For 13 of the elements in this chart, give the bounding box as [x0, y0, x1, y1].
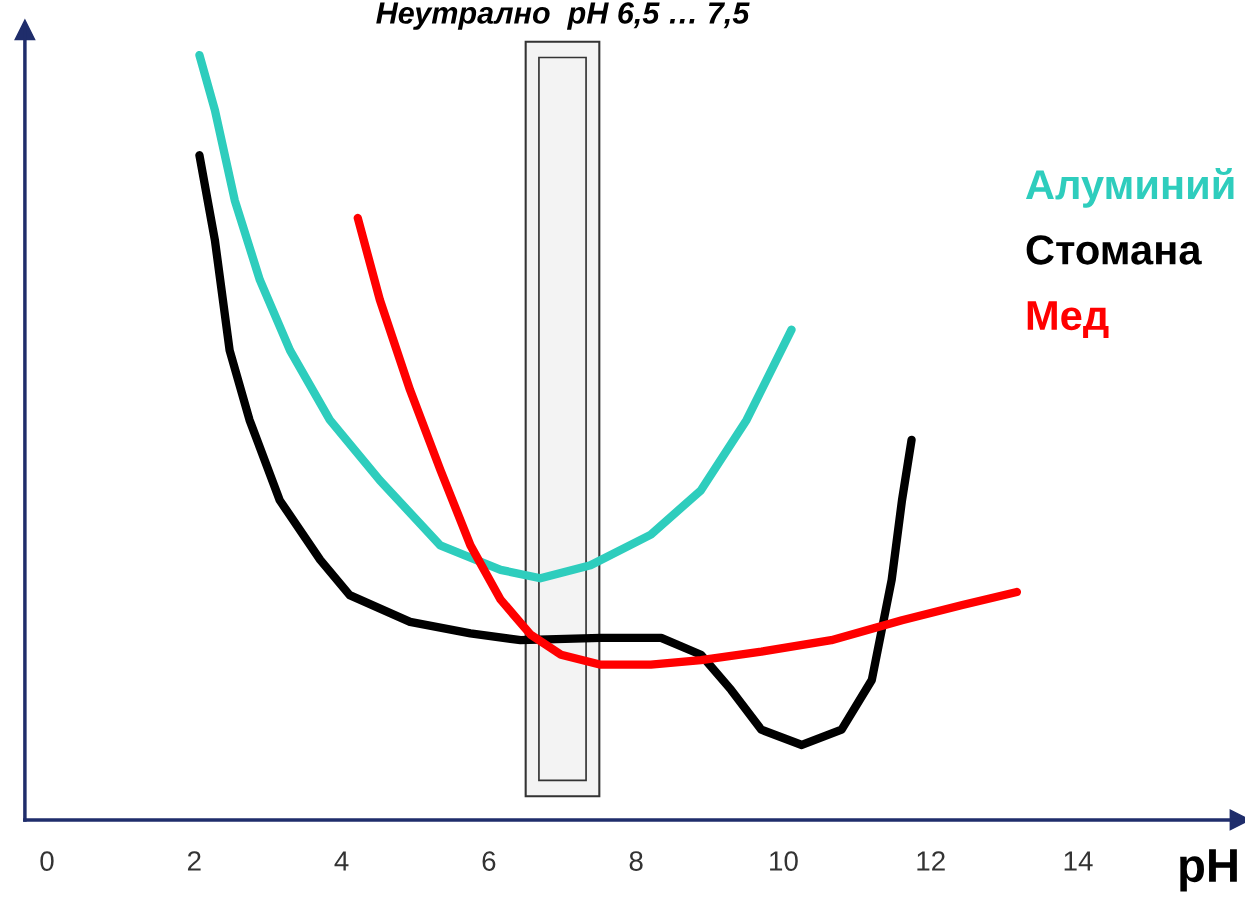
x-tick-label: 8 [629, 851, 643, 871]
x-tick-label: 14 [1064, 851, 1093, 871]
text: Стомана [1026, 235, 1202, 265]
x-tick-label: 6 [482, 851, 496, 871]
band-label: Неутрално pH 6,5 … 7,5 [376, 2, 750, 30]
x-tick-label: 4 [334, 851, 349, 871]
text: Алуминий [1025, 168, 1234, 208]
text: Мед [1027, 301, 1109, 339]
x-tick-label: 2 [187, 851, 201, 871]
x-tick-label: 0 [40, 851, 54, 871]
x-tick-label: 12 [917, 851, 945, 871]
x-axis-title: pH [1180, 849, 1237, 892]
x-tick-label: 10 [770, 851, 798, 871]
